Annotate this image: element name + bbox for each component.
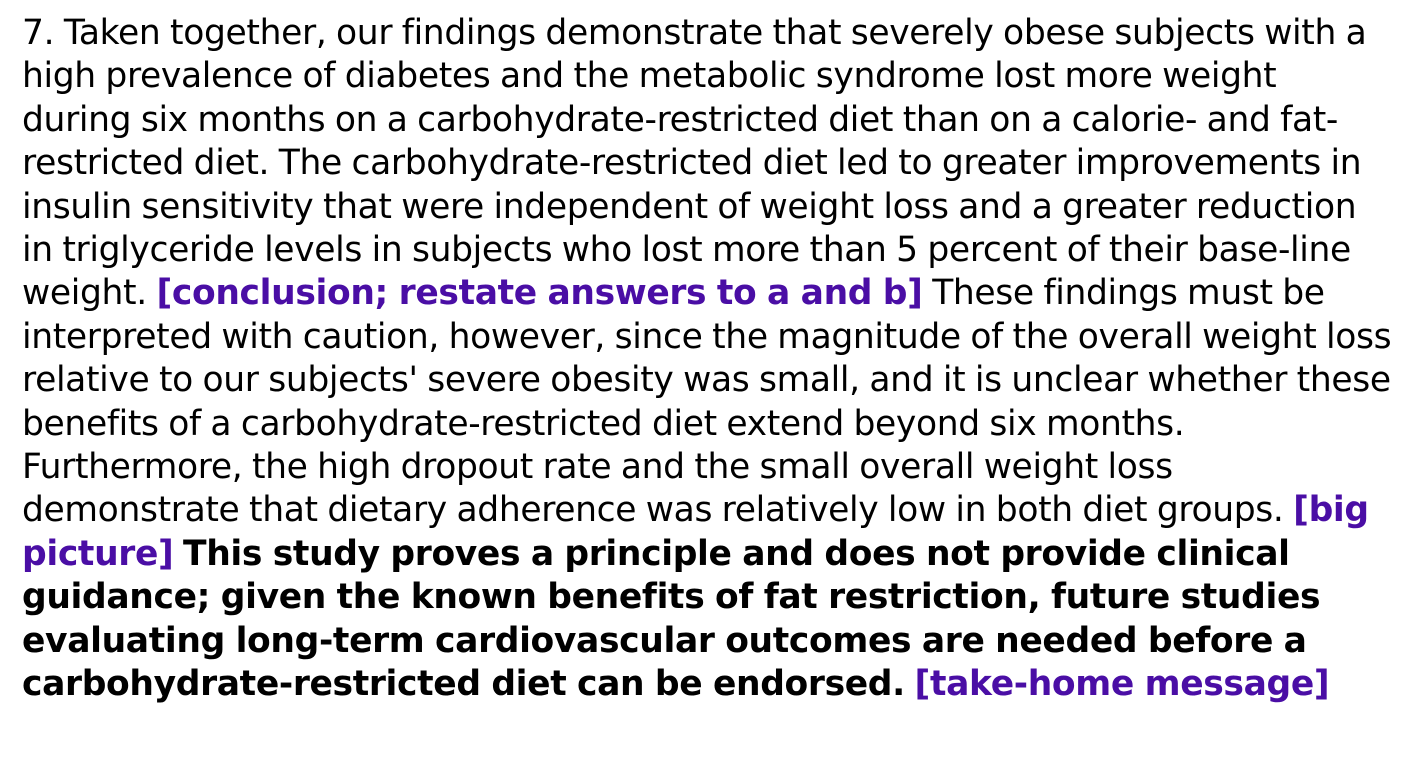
annotated-paragraph: 7. Taken together, our findings demonstr… xyxy=(22,12,1394,707)
annotation-conclusion: [conclusion; restate answers to a and b] xyxy=(156,273,923,314)
paragraph-text-2: These findings must be interpreted with … xyxy=(22,273,1392,531)
annotation-take-home: [take-home message] xyxy=(914,664,1330,705)
paragraph-bold-text: This study proves a principle and does n… xyxy=(22,533,1321,705)
paragraph-text-1: Taken together, our findings demonstrate… xyxy=(22,13,1367,314)
paragraph-number: 7. xyxy=(22,13,55,53)
annotation-big-picture: [big picture] xyxy=(22,490,1369,574)
